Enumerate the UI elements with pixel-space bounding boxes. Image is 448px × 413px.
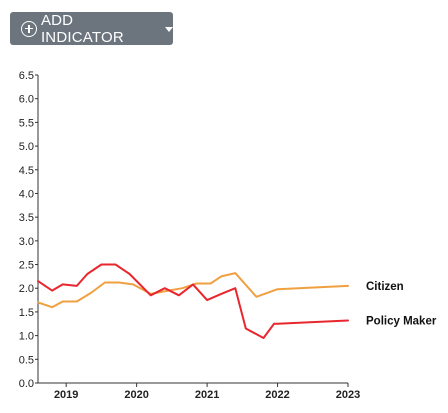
add-indicator-label: ADD INDICATOR <box>40 11 124 46</box>
series-labels: Citizen Policy Maker <box>366 281 437 328</box>
x-axis: 2019 2020 2021 2022 2023 <box>38 382 360 401</box>
x-tick-label: 2021 <box>195 389 219 401</box>
y-tick-label: 6.5 <box>19 70 34 82</box>
y-tick-label: 6.0 <box>19 94 34 106</box>
x-tick-label: 2022 <box>265 389 289 401</box>
plus-circle-icon <box>21 20 37 37</box>
y-tick-label: 2.5 <box>19 260 34 272</box>
series-label-citizen: Citizen <box>366 281 404 293</box>
caret-down-icon <box>165 26 173 32</box>
series-layer <box>37 263 349 339</box>
y-tick-label: 4.5 <box>19 165 34 177</box>
y-tick-label: 3.0 <box>19 236 34 248</box>
y-tick-label: 5.5 <box>19 117 34 129</box>
series-label-policy-maker: Policy Maker <box>366 315 437 327</box>
y-tick-label: 0.5 <box>19 354 34 366</box>
y-axis: 0.0 0.5 1.0 1.5 2.0 2.5 3.0 3.5 4.0 4.5 5.0 5.5 6.0 6… <box>19 70 39 390</box>
x-tick-label: 2020 <box>124 389 148 401</box>
series-line-citizen <box>37 272 349 309</box>
y-tick-label: 0.0 <box>19 378 34 390</box>
x-tick-label: 2023 <box>336 389 360 401</box>
y-tick-label: 2.0 <box>19 283 34 295</box>
y-tick-label: 1.0 <box>19 331 34 343</box>
y-tick-label: 5.0 <box>19 141 34 153</box>
y-tick-label: 3.5 <box>19 212 34 224</box>
y-tick-label: 4.0 <box>19 188 34 200</box>
series-line-policy-maker <box>37 263 349 339</box>
add-indicator-button[interactable]: ADD INDICATOR <box>10 11 173 46</box>
y-tick-label: 1.5 <box>19 307 34 319</box>
x-tick-label: 2019 <box>54 389 78 401</box>
